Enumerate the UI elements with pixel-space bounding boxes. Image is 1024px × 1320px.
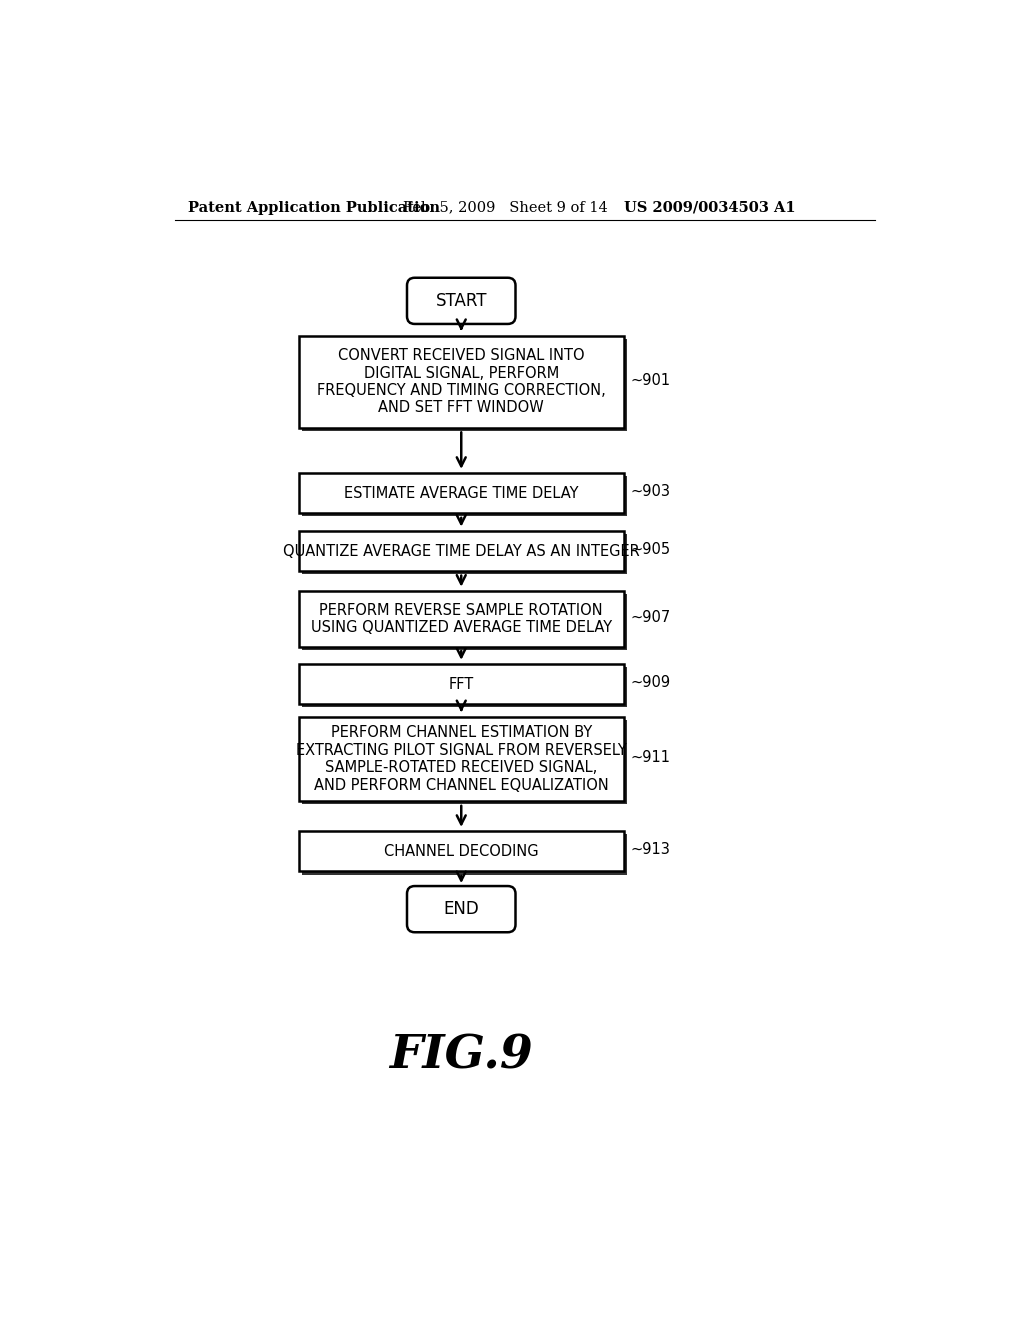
Text: Feb. 5, 2009   Sheet 9 of 14: Feb. 5, 2009 Sheet 9 of 14 (403, 201, 608, 215)
Text: ~911: ~911 (630, 750, 670, 766)
FancyBboxPatch shape (407, 886, 515, 932)
Text: ~905: ~905 (630, 543, 671, 557)
FancyBboxPatch shape (302, 834, 627, 875)
Text: ~907: ~907 (630, 610, 671, 624)
Text: FIG.9: FIG.9 (389, 1032, 534, 1078)
Text: ~909: ~909 (630, 676, 671, 690)
Text: ~901: ~901 (630, 372, 671, 388)
FancyBboxPatch shape (302, 339, 627, 430)
FancyBboxPatch shape (302, 477, 627, 516)
Text: START: START (435, 292, 487, 310)
FancyBboxPatch shape (299, 531, 624, 572)
FancyBboxPatch shape (299, 664, 624, 705)
Text: QUANTIZE AVERAGE TIME DELAY AS AN INTEGER: QUANTIZE AVERAGE TIME DELAY AS AN INTEGE… (283, 544, 640, 558)
FancyBboxPatch shape (302, 535, 627, 574)
Text: FFT: FFT (449, 677, 474, 692)
Text: ~913: ~913 (630, 842, 670, 858)
FancyBboxPatch shape (407, 277, 515, 323)
FancyBboxPatch shape (299, 832, 624, 871)
Text: Patent Application Publication: Patent Application Publication (188, 201, 440, 215)
FancyBboxPatch shape (302, 594, 627, 649)
FancyBboxPatch shape (299, 717, 624, 801)
Text: CHANNEL DECODING: CHANNEL DECODING (384, 843, 539, 859)
FancyBboxPatch shape (299, 591, 624, 647)
Text: CONVERT RECEIVED SIGNAL INTO
DIGITAL SIGNAL, PERFORM
FREQUENCY AND TIMING CORREC: CONVERT RECEIVED SIGNAL INTO DIGITAL SIG… (316, 348, 605, 416)
Text: ~903: ~903 (630, 484, 670, 499)
Text: US 2009/0034503 A1: US 2009/0034503 A1 (624, 201, 796, 215)
Text: PERFORM REVERSE SAMPLE ROTATION
USING QUANTIZED AVERAGE TIME DELAY: PERFORM REVERSE SAMPLE ROTATION USING QU… (310, 603, 611, 635)
FancyBboxPatch shape (299, 335, 624, 428)
Text: END: END (443, 900, 479, 919)
FancyBboxPatch shape (302, 719, 627, 804)
Text: ESTIMATE AVERAGE TIME DELAY: ESTIMATE AVERAGE TIME DELAY (344, 486, 579, 500)
Text: PERFORM CHANNEL ESTIMATION BY
EXTRACTING PILOT SIGNAL FROM REVERSELY
SAMPLE-ROTA: PERFORM CHANNEL ESTIMATION BY EXTRACTING… (296, 726, 627, 792)
FancyBboxPatch shape (302, 668, 627, 708)
FancyBboxPatch shape (299, 474, 624, 513)
